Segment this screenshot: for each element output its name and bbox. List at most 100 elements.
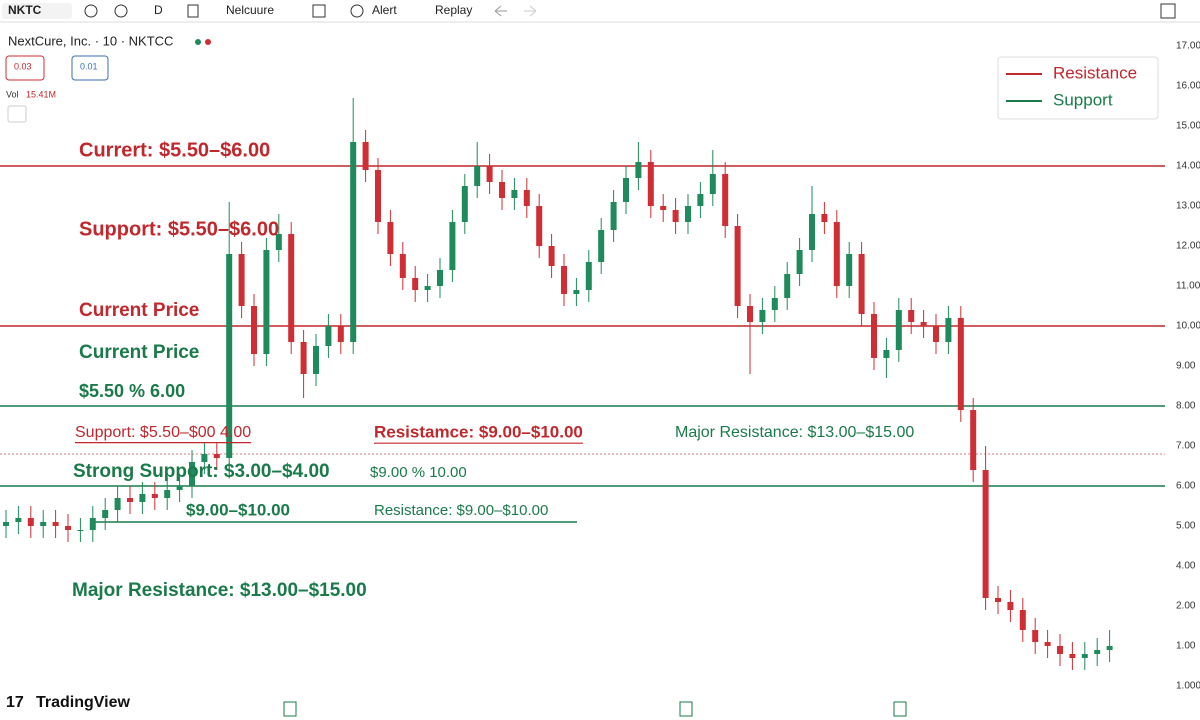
candle-body	[251, 306, 257, 354]
event-icon[interactable]	[283, 701, 297, 717]
candle-body	[449, 222, 456, 270]
candle-body	[151, 494, 158, 498]
interval[interactable]: D	[154, 3, 163, 17]
candle-body	[337, 326, 344, 342]
candle-body	[598, 230, 605, 262]
candle-body	[52, 522, 59, 526]
candle-body	[722, 174, 729, 226]
candle-body	[784, 274, 791, 298]
candle-body	[77, 530, 84, 531]
sell-price[interactable]: 0.03	[14, 61, 32, 71]
candle-body	[213, 454, 220, 458]
candle-body	[561, 266, 567, 294]
candle-body	[65, 526, 71, 530]
candle-body	[1044, 642, 1051, 646]
candle-body	[1007, 602, 1014, 610]
y-tick-label: 7.00	[1176, 441, 1196, 452]
sell-box[interactable]	[5, 55, 45, 81]
candle-body	[176, 486, 183, 490]
layout-icon[interactable]	[312, 4, 326, 18]
y-tick-label: 11.00	[1176, 281, 1200, 292]
indicators[interactable]: Nelcuure	[226, 3, 274, 17]
candle-body	[647, 162, 654, 206]
candle-body	[102, 510, 109, 518]
candle-body	[474, 166, 481, 186]
y-tick-label: 14.00	[1176, 161, 1200, 172]
candle-body	[1069, 654, 1076, 658]
candle-body	[734, 226, 741, 306]
y-tick-label: 9.00	[1176, 361, 1196, 372]
candle-body	[127, 498, 133, 502]
compare-icon[interactable]	[84, 4, 98, 18]
symbol[interactable]: NKTC	[8, 3, 42, 17]
candle-body	[201, 454, 208, 462]
candle-body	[1106, 646, 1113, 650]
toolbar	[0, 0, 1200, 22]
undo-icon[interactable]	[494, 5, 507, 17]
candle-body	[89, 518, 96, 530]
volume-label: Vol	[6, 89, 19, 99]
candle-body	[809, 214, 815, 250]
candle-body	[623, 178, 629, 202]
candle-body	[895, 310, 902, 350]
buy-price[interactable]: 0.01	[80, 61, 98, 71]
candle-body	[1032, 630, 1039, 642]
annotation: Current Price	[79, 300, 199, 321]
chart-type-icon[interactable]	[187, 4, 199, 18]
candle-body	[362, 142, 369, 170]
annotation: Resistamce: $9.00–$10.00	[374, 422, 583, 441]
annotation: $9.00–$10.00	[186, 500, 290, 519]
candle-body	[387, 222, 394, 254]
candle-body	[486, 166, 493, 182]
candle-body	[238, 254, 245, 306]
fullscreen-icon[interactable]	[1160, 3, 1176, 19]
candle-body	[833, 222, 840, 286]
event-icon[interactable]	[679, 701, 693, 717]
symbol-box[interactable]	[2, 3, 72, 19]
candle-body	[461, 186, 468, 222]
candle-body	[585, 262, 592, 290]
candle-body	[350, 142, 357, 342]
candle-body	[759, 310, 766, 322]
alert-icon[interactable]	[350, 4, 364, 18]
candle-body	[908, 310, 915, 322]
candle-body	[27, 518, 34, 526]
candle-body	[275, 234, 282, 250]
replay[interactable]: Replay	[435, 3, 472, 17]
y-tick-label: 5.00	[1176, 521, 1196, 532]
candle-body	[1094, 650, 1101, 654]
candle-body	[796, 250, 803, 274]
candle-body	[523, 190, 530, 206]
event-icon[interactable]	[893, 701, 907, 717]
icon[interactable]	[114, 4, 128, 18]
redo-icon[interactable]	[524, 5, 537, 17]
alert[interactable]: Alert	[372, 3, 397, 17]
buy-box[interactable]	[71, 55, 109, 81]
candle-body	[189, 462, 195, 486]
collapse-button[interactable]	[7, 105, 27, 123]
candle-body	[1057, 646, 1063, 654]
candle-body	[3, 522, 9, 526]
candle-body	[982, 470, 989, 598]
candle-body	[226, 254, 233, 458]
annotation: Strong Support: $3.00–$4.00	[73, 461, 330, 482]
candle-body	[970, 410, 977, 470]
candle-body	[858, 254, 865, 314]
candle-body	[1081, 654, 1088, 658]
brand-logo: 17	[6, 694, 24, 711]
candle-body	[511, 190, 518, 198]
y-tick-label: 15.00	[1176, 121, 1200, 132]
candle-body	[995, 598, 1001, 602]
y-tick-label: 1.000	[1176, 681, 1200, 692]
candle-body	[548, 246, 555, 266]
annotation: Major Resistance: $13.00–$15.00	[675, 424, 914, 441]
annotation: Support: $5.50–$00 4.00	[75, 424, 251, 441]
candle-body	[821, 214, 828, 222]
candle-body	[697, 194, 704, 206]
candle-body	[846, 254, 853, 286]
candle-body	[957, 318, 964, 410]
volume: 15.41M	[26, 89, 56, 99]
candle-body	[871, 314, 877, 358]
candle-body	[164, 490, 171, 498]
